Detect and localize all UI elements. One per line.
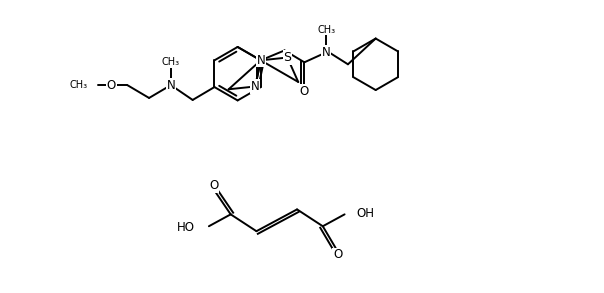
Text: OH: OH xyxy=(356,207,374,220)
Text: N: N xyxy=(167,79,175,92)
Text: O: O xyxy=(107,79,116,92)
Text: O: O xyxy=(300,85,309,98)
Text: N: N xyxy=(251,80,260,93)
Text: CH₃: CH₃ xyxy=(69,80,88,90)
Text: N: N xyxy=(257,54,265,67)
Text: CH₃: CH₃ xyxy=(162,57,180,67)
Text: HO: HO xyxy=(177,221,195,234)
Text: O: O xyxy=(209,179,219,192)
Text: CH₃: CH₃ xyxy=(317,25,335,35)
Text: S: S xyxy=(283,51,291,64)
Text: N: N xyxy=(322,46,330,59)
Text: O: O xyxy=(333,248,342,261)
